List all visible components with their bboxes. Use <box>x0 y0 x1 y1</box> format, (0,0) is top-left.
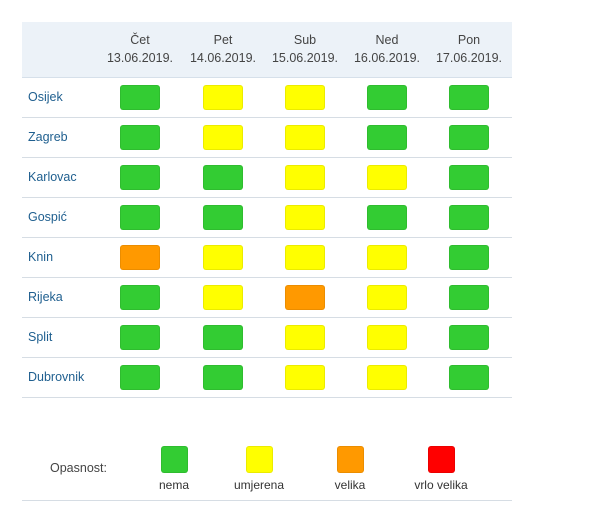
danger-level-cell <box>285 165 325 190</box>
city-name[interactable]: Rijeka <box>28 290 63 304</box>
city-name[interactable]: Dubrovnik <box>28 370 85 384</box>
danger-level-cell <box>367 165 407 190</box>
day-header: Čet 13.06.2019. <box>100 31 180 67</box>
day-name: Pon <box>457 33 481 47</box>
danger-level-cell <box>120 85 160 110</box>
city-name[interactable]: Karlovac <box>28 170 77 184</box>
legend-swatch <box>245 446 273 473</box>
legend-swatch <box>160 446 188 473</box>
danger-level-cell <box>203 285 243 310</box>
city-name[interactable]: Split <box>28 330 53 344</box>
danger-level-cell <box>285 125 325 150</box>
day-date: 17.06.2019. <box>435 51 503 65</box>
danger-level-cell <box>120 285 160 310</box>
day-date: 16.06.2019. <box>353 51 421 65</box>
day-header: Pon 17.06.2019. <box>429 31 509 67</box>
danger-level-cell <box>203 205 243 230</box>
danger-level-cell <box>285 365 325 390</box>
danger-level-cell <box>285 85 325 110</box>
danger-level-cell <box>449 125 489 150</box>
table-row: Zagreb <box>22 118 512 158</box>
danger-level-cell <box>203 165 243 190</box>
table-body: Osijek Zagreb Karlovac Gospić Knin Rijeka Spli… <box>22 78 512 398</box>
day-date: 15.06.2019. <box>271 51 339 65</box>
danger-level-cell <box>449 165 489 190</box>
city-name[interactable]: Zagreb <box>28 130 68 144</box>
legend-label: nema <box>158 478 190 492</box>
danger-level-cell <box>367 325 407 350</box>
legend-label: velika <box>334 478 366 492</box>
legend-title: Opasnost: <box>50 461 107 475</box>
city-name[interactable]: Osijek <box>28 90 63 104</box>
day-header: Pet 14.06.2019. <box>183 31 263 67</box>
danger-level-cell <box>285 245 325 270</box>
danger-level-cell <box>449 205 489 230</box>
day-name: Sub <box>293 33 317 47</box>
danger-level-cell <box>203 85 243 110</box>
danger-level-cell <box>367 365 407 390</box>
day-name: Čet <box>130 33 150 47</box>
danger-level-cell <box>120 125 160 150</box>
day-date: 14.06.2019. <box>189 51 257 65</box>
table-row: Split <box>22 318 512 358</box>
day-name: Pet <box>213 33 233 47</box>
legend-swatch <box>336 446 364 473</box>
table-row: Rijeka <box>22 278 512 318</box>
legend-item: nema <box>124 446 224 492</box>
danger-level-cell <box>449 85 489 110</box>
danger-level-cell <box>367 125 407 150</box>
danger-level-cell <box>367 205 407 230</box>
legend-label: umjerena <box>233 478 285 492</box>
danger-level-cell <box>449 365 489 390</box>
danger-level-cell <box>367 285 407 310</box>
danger-level-cell <box>120 165 160 190</box>
legend-swatch <box>427 446 455 473</box>
danger-legend: Opasnost: nema umjerena velika vrlo velika <box>22 440 512 501</box>
danger-level-cell <box>203 325 243 350</box>
table-row: Osijek <box>22 78 512 118</box>
table-row: Knin <box>22 238 512 278</box>
legend-item: vrlo velika <box>391 446 491 492</box>
danger-level-cell <box>367 245 407 270</box>
city-name[interactable]: Gospić <box>28 210 67 224</box>
danger-level-cell <box>285 325 325 350</box>
table-row: Dubrovnik <box>22 358 512 398</box>
fire-danger-table: Čet 13.06.2019. Pet 14.06.2019. Sub 15.06.201… <box>22 22 512 398</box>
danger-level-cell <box>449 245 489 270</box>
danger-level-cell <box>449 285 489 310</box>
legend-item: umjerena <box>209 446 309 492</box>
legend-item: velika <box>300 446 400 492</box>
day-header: Sub 15.06.2019. <box>265 31 345 67</box>
danger-level-cell <box>120 205 160 230</box>
danger-level-cell <box>449 325 489 350</box>
danger-level-cell <box>203 365 243 390</box>
danger-level-cell <box>367 85 407 110</box>
danger-level-cell <box>120 365 160 390</box>
danger-level-cell <box>203 125 243 150</box>
table-row: Gospić <box>22 198 512 238</box>
day-name: Ned <box>375 33 399 47</box>
legend-label: vrlo velika <box>414 478 468 492</box>
table-header: Čet 13.06.2019. Pet 14.06.2019. Sub 15.06.201… <box>22 22 512 78</box>
day-header: Ned 16.06.2019. <box>347 31 427 67</box>
day-date: 13.06.2019. <box>106 51 174 65</box>
danger-level-cell <box>285 205 325 230</box>
danger-level-cell <box>285 285 325 310</box>
city-name[interactable]: Knin <box>28 250 54 264</box>
danger-level-cell <box>120 245 160 270</box>
table-row: Karlovac <box>22 158 512 198</box>
danger-level-cell <box>203 245 243 270</box>
danger-level-cell <box>120 325 160 350</box>
